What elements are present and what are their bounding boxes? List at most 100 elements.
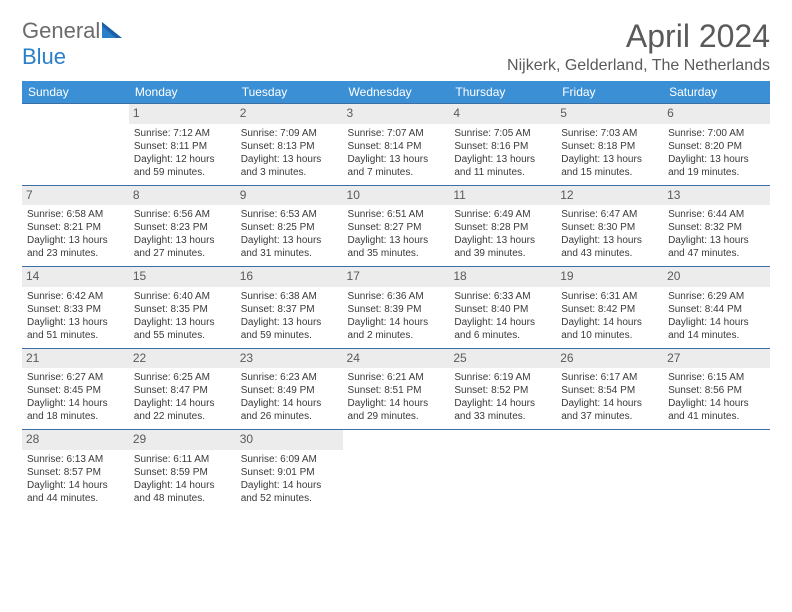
sunset-text: Sunset: 8:35 PM bbox=[134, 303, 231, 316]
day-number: 28 bbox=[22, 430, 129, 450]
daylight-text-2: and 14 minutes. bbox=[668, 329, 765, 342]
day-of-week-header: Thursday bbox=[449, 81, 556, 104]
daylight-text-2: and 11 minutes. bbox=[454, 166, 551, 179]
daylight-text-1: Daylight: 14 hours bbox=[241, 397, 338, 410]
sunset-text: Sunset: 8:44 PM bbox=[668, 303, 765, 316]
daylight-text-2: and 22 minutes. bbox=[134, 410, 231, 423]
daylight-text-2: and 27 minutes. bbox=[134, 247, 231, 260]
brand-sail-icon bbox=[102, 18, 122, 44]
day-number: 26 bbox=[556, 349, 663, 369]
daylight-text-2: and 37 minutes. bbox=[561, 410, 658, 423]
daylight-text-1: Daylight: 13 hours bbox=[454, 234, 551, 247]
calendar-week-row: 14Sunrise: 6:42 AMSunset: 8:33 PMDayligh… bbox=[22, 267, 770, 349]
calendar-day-cell: 4Sunrise: 7:05 AMSunset: 8:16 PMDaylight… bbox=[449, 104, 556, 186]
daylight-text-1: Daylight: 13 hours bbox=[241, 234, 338, 247]
page-title: April 2024 bbox=[507, 18, 770, 55]
daylight-text-1: Daylight: 13 hours bbox=[134, 234, 231, 247]
sunset-text: Sunset: 8:16 PM bbox=[454, 140, 551, 153]
sunrise-text: Sunrise: 6:42 AM bbox=[27, 290, 124, 303]
calendar-day-cell: 1Sunrise: 7:12 AMSunset: 8:11 PMDaylight… bbox=[129, 104, 236, 186]
sunrise-text: Sunrise: 6:47 AM bbox=[561, 208, 658, 221]
location: Nijkerk, Gelderland, The Netherlands bbox=[507, 57, 770, 75]
calendar-table: SundayMondayTuesdayWednesdayThursdayFrid… bbox=[22, 81, 770, 511]
sunset-text: Sunset: 9:01 PM bbox=[241, 466, 338, 479]
day-of-week-header: Monday bbox=[129, 81, 236, 104]
sunrise-text: Sunrise: 6:51 AM bbox=[348, 208, 445, 221]
day-number: 12 bbox=[556, 186, 663, 206]
daylight-text-2: and 31 minutes. bbox=[241, 247, 338, 260]
calendar-day-cell: 5Sunrise: 7:03 AMSunset: 8:18 PMDaylight… bbox=[556, 104, 663, 186]
day-number: 10 bbox=[343, 186, 450, 206]
sunrise-text: Sunrise: 6:49 AM bbox=[454, 208, 551, 221]
sunrise-text: Sunrise: 6:11 AM bbox=[134, 453, 231, 466]
daylight-text-1: Daylight: 13 hours bbox=[348, 153, 445, 166]
calendar-day-cell bbox=[343, 430, 450, 511]
calendar-day-cell: 7Sunrise: 6:58 AMSunset: 8:21 PMDaylight… bbox=[22, 185, 129, 267]
sunset-text: Sunset: 8:37 PM bbox=[241, 303, 338, 316]
day-of-week-header: Sunday bbox=[22, 81, 129, 104]
sunrise-text: Sunrise: 6:36 AM bbox=[348, 290, 445, 303]
calendar-week-row: 1Sunrise: 7:12 AMSunset: 8:11 PMDaylight… bbox=[22, 104, 770, 186]
daylight-text-1: Daylight: 13 hours bbox=[454, 153, 551, 166]
day-number: 30 bbox=[236, 430, 343, 450]
daylight-text-2: and 2 minutes. bbox=[348, 329, 445, 342]
calendar-week-row: 7Sunrise: 6:58 AMSunset: 8:21 PMDaylight… bbox=[22, 185, 770, 267]
sunset-text: Sunset: 8:13 PM bbox=[241, 140, 338, 153]
day-number: 6 bbox=[663, 104, 770, 124]
calendar-day-cell: 2Sunrise: 7:09 AMSunset: 8:13 PMDaylight… bbox=[236, 104, 343, 186]
daylight-text-1: Daylight: 14 hours bbox=[668, 316, 765, 329]
calendar-day-cell: 6Sunrise: 7:00 AMSunset: 8:20 PMDaylight… bbox=[663, 104, 770, 186]
day-number: 7 bbox=[22, 186, 129, 206]
daylight-text-2: and 35 minutes. bbox=[348, 247, 445, 260]
daylight-text-2: and 23 minutes. bbox=[27, 247, 124, 260]
sunset-text: Sunset: 8:57 PM bbox=[27, 466, 124, 479]
sunset-text: Sunset: 8:49 PM bbox=[241, 384, 338, 397]
sunset-text: Sunset: 8:54 PM bbox=[561, 384, 658, 397]
daylight-text-2: and 59 minutes. bbox=[241, 329, 338, 342]
sunset-text: Sunset: 8:25 PM bbox=[241, 221, 338, 234]
sunset-text: Sunset: 8:30 PM bbox=[561, 221, 658, 234]
calendar-day-cell: 3Sunrise: 7:07 AMSunset: 8:14 PMDaylight… bbox=[343, 104, 450, 186]
calendar-day-cell: 22Sunrise: 6:25 AMSunset: 8:47 PMDayligh… bbox=[129, 348, 236, 430]
sunset-text: Sunset: 8:18 PM bbox=[561, 140, 658, 153]
calendar-week-row: 28Sunrise: 6:13 AMSunset: 8:57 PMDayligh… bbox=[22, 430, 770, 511]
day-number: 27 bbox=[663, 349, 770, 369]
sunrise-text: Sunrise: 6:38 AM bbox=[241, 290, 338, 303]
day-number: 3 bbox=[343, 104, 450, 124]
day-number: 17 bbox=[343, 267, 450, 287]
calendar-day-cell: 23Sunrise: 6:23 AMSunset: 8:49 PMDayligh… bbox=[236, 348, 343, 430]
daylight-text-1: Daylight: 14 hours bbox=[561, 316, 658, 329]
daylight-text-2: and 6 minutes. bbox=[454, 329, 551, 342]
sunset-text: Sunset: 8:56 PM bbox=[668, 384, 765, 397]
daylight-text-2: and 52 minutes. bbox=[241, 492, 338, 505]
day-number: 16 bbox=[236, 267, 343, 287]
daylight-text-1: Daylight: 13 hours bbox=[134, 316, 231, 329]
calendar-day-cell: 26Sunrise: 6:17 AMSunset: 8:54 PMDayligh… bbox=[556, 348, 663, 430]
calendar-day-cell: 11Sunrise: 6:49 AMSunset: 8:28 PMDayligh… bbox=[449, 185, 556, 267]
calendar-day-cell: 21Sunrise: 6:27 AMSunset: 8:45 PMDayligh… bbox=[22, 348, 129, 430]
daylight-text-2: and 33 minutes. bbox=[454, 410, 551, 423]
sunset-text: Sunset: 8:51 PM bbox=[348, 384, 445, 397]
sunset-text: Sunset: 8:40 PM bbox=[454, 303, 551, 316]
sunrise-text: Sunrise: 6:53 AM bbox=[241, 208, 338, 221]
day-of-week-header: Saturday bbox=[663, 81, 770, 104]
day-number: 8 bbox=[129, 186, 236, 206]
sunset-text: Sunset: 8:52 PM bbox=[454, 384, 551, 397]
daylight-text-1: Daylight: 13 hours bbox=[241, 153, 338, 166]
daylight-text-2: and 19 minutes. bbox=[668, 166, 765, 179]
calendar-day-cell bbox=[556, 430, 663, 511]
sunrise-text: Sunrise: 6:40 AM bbox=[134, 290, 231, 303]
daylight-text-1: Daylight: 13 hours bbox=[27, 316, 124, 329]
daylight-text-2: and 39 minutes. bbox=[454, 247, 551, 260]
daylight-text-1: Daylight: 14 hours bbox=[668, 397, 765, 410]
calendar-day-cell: 29Sunrise: 6:11 AMSunset: 8:59 PMDayligh… bbox=[129, 430, 236, 511]
calendar-day-cell bbox=[22, 104, 129, 186]
sunset-text: Sunset: 8:21 PM bbox=[27, 221, 124, 234]
calendar-body: 1Sunrise: 7:12 AMSunset: 8:11 PMDaylight… bbox=[22, 104, 770, 511]
calendar-week-row: 21Sunrise: 6:27 AMSunset: 8:45 PMDayligh… bbox=[22, 348, 770, 430]
sunrise-text: Sunrise: 6:56 AM bbox=[134, 208, 231, 221]
day-number: 21 bbox=[22, 349, 129, 369]
daylight-text-1: Daylight: 14 hours bbox=[27, 397, 124, 410]
day-number: 22 bbox=[129, 349, 236, 369]
sunrise-text: Sunrise: 6:19 AM bbox=[454, 371, 551, 384]
